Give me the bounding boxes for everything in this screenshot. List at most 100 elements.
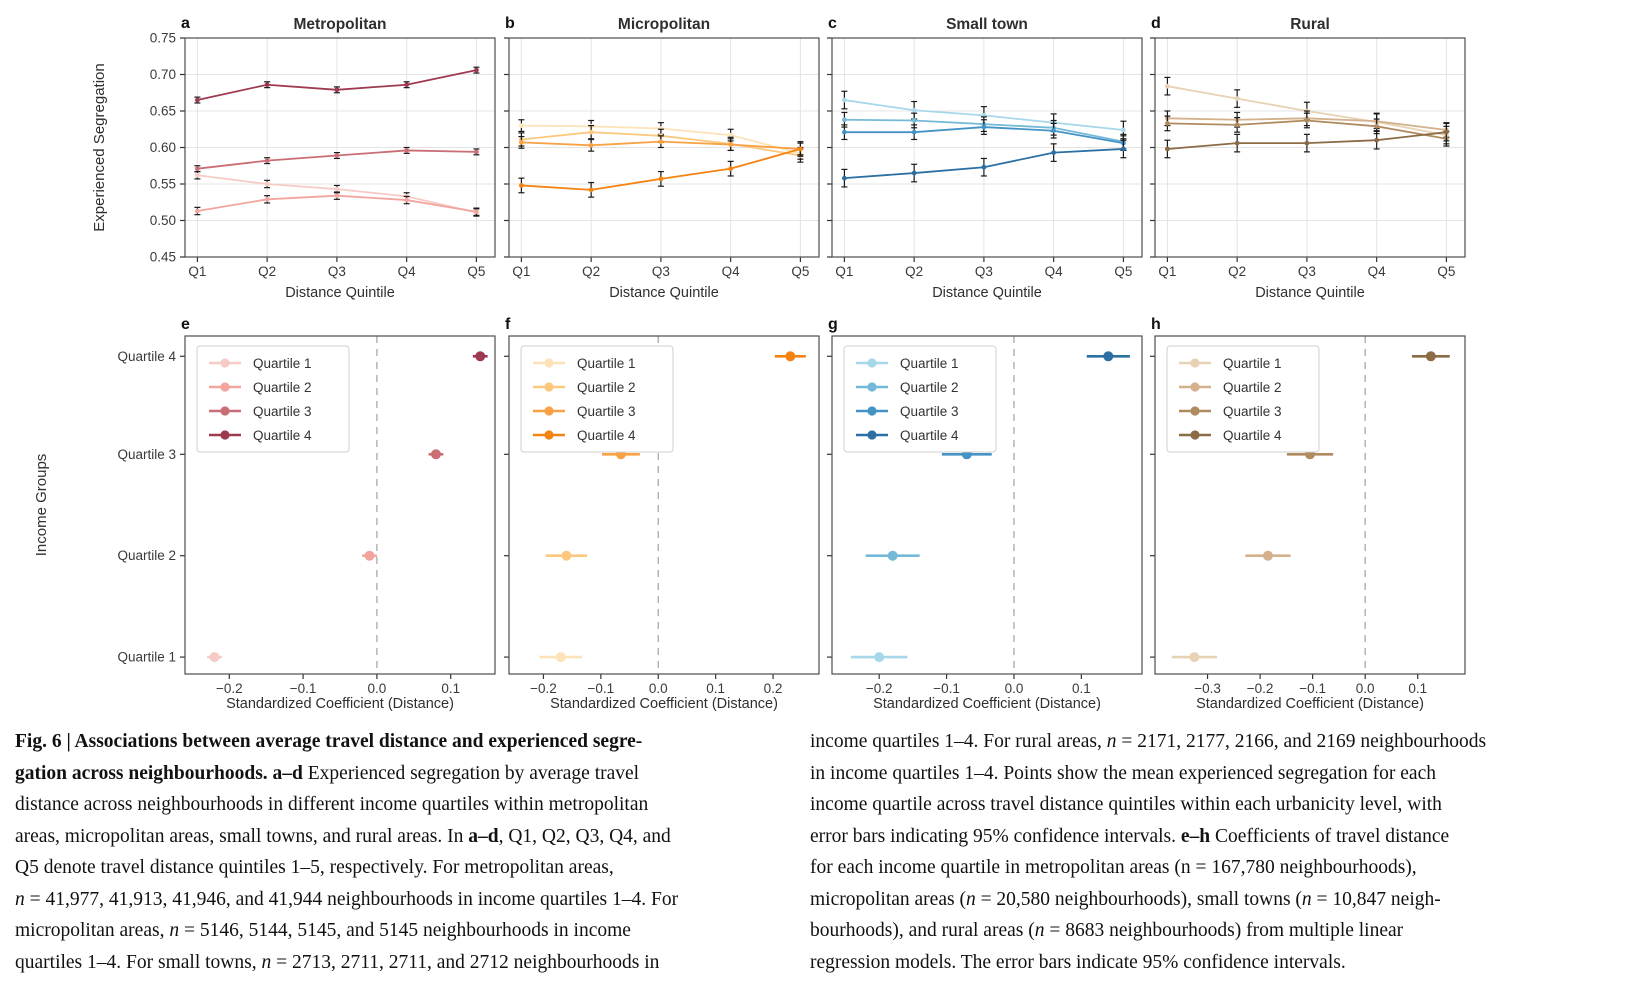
coef-quartile-4 (472, 351, 488, 362)
caption-column-right: income quartiles 1–4. For rural areas, n… (810, 726, 1610, 978)
panel-c-chart: Q1 Q2 Q3 Q4 Q5 Small town c Distance Quintile (827, 15, 1143, 301)
svg-text:Quartile 4: Quartile 4 (900, 428, 959, 443)
coef-quartile-2 (1245, 550, 1291, 561)
coef-quartile-3 (428, 449, 444, 460)
svg-text:Quartile 2: Quartile 2 (253, 380, 312, 395)
svg-text:Quartile 3: Quartile 3 (253, 404, 312, 419)
svg-text:Quartile 1: Quartile 1 (1223, 356, 1282, 371)
svg-text:−0.2: −0.2 (216, 681, 243, 696)
svg-text:f: f (505, 316, 511, 333)
svg-text:Quartile 1: Quartile 1 (117, 650, 176, 665)
svg-text:Q4: Q4 (398, 264, 417, 279)
caption-line: regression models. The error bars indica… (810, 951, 1346, 973)
coefficient-charts-row: Quartile 1 Quartile 2 Quartile 3 Quartile 4… (0, 316, 1633, 712)
svg-text:Quartile 3: Quartile 3 (1223, 404, 1282, 419)
coef-quartile-1 (207, 652, 222, 663)
svg-text:Q4: Q4 (722, 264, 741, 279)
svg-text:Q2: Q2 (905, 264, 923, 279)
svg-text:Quartile 1: Quartile 1 (900, 356, 959, 371)
svg-text:0.0: 0.0 (1005, 681, 1024, 696)
svg-text:Q2: Q2 (258, 264, 276, 279)
caption-line: micropolitan areas (n = 20,580 neighbour… (810, 888, 1441, 910)
caption-column-left: Fig. 6 | Associations between average tr… (15, 726, 775, 978)
coef-quartile-2 (865, 550, 920, 561)
svg-text:Quartile 2: Quartile 2 (577, 380, 636, 395)
svg-text:Q1: Q1 (512, 264, 530, 279)
svg-text:Distance Quintile: Distance Quintile (1255, 285, 1365, 301)
svg-text:0.55: 0.55 (150, 177, 176, 192)
svg-text:0.1: 0.1 (441, 681, 460, 696)
panel-a-chart: 0.45 0.50 0.55 0.60 0.65 0.70 0.75 Q1 Q2 Q3 Q4 Q5 Me… (91, 15, 496, 301)
svg-text:0.70: 0.70 (150, 67, 176, 82)
svg-text:Q4: Q4 (1368, 264, 1387, 279)
caption-line: areas, micropolitan areas, small towns, … (15, 825, 671, 847)
svg-text:Experienced Segregation: Experienced Segregation (91, 63, 108, 231)
legend: Quartile 1 Quartile 2 Quartile 3 Quartile 4 (843, 345, 997, 453)
svg-text:−0.1: −0.1 (1299, 681, 1326, 696)
legend: Quartile 1 Quartile 2 Quartile 3 Quartile 4 (1166, 345, 1320, 453)
svg-text:Rural: Rural (1290, 16, 1330, 33)
svg-text:Small town: Small town (946, 16, 1028, 33)
caption-line: for each income quartile in metropolitan… (810, 857, 1417, 878)
panel-b-chart: Q1 Q2 Q3 Q4 Q5 Micropolitan b Distance Quintile (504, 15, 820, 301)
svg-text:a: a (181, 15, 190, 32)
svg-text:Q4: Q4 (1045, 264, 1064, 279)
caption-line: Fig. 6 | Associations between average tr… (15, 731, 643, 752)
coef-quartile-1 (539, 652, 582, 663)
caption-line: micropolitan areas, n = 5146, 5144, 5145… (15, 920, 631, 941)
svg-text:0.1: 0.1 (706, 681, 725, 696)
svg-text:Income Groups: Income Groups (33, 454, 50, 557)
svg-text:Quartile 1: Quartile 1 (253, 356, 312, 371)
series-quartile-2 (194, 191, 480, 216)
svg-text:Micropolitan: Micropolitan (618, 16, 710, 33)
svg-text:Metropolitan: Metropolitan (294, 16, 387, 33)
svg-text:Q3: Q3 (975, 264, 993, 279)
svg-text:−0.1: −0.1 (933, 681, 960, 696)
svg-text:Distance Quintile: Distance Quintile (285, 285, 395, 301)
series-quartile-3 (194, 146, 480, 173)
caption-line: in income quartiles 1–4. Points show the… (810, 762, 1436, 784)
svg-text:Quartile 4: Quartile 4 (577, 428, 636, 443)
svg-text:Q3: Q3 (652, 264, 670, 279)
svg-text:Q1: Q1 (188, 264, 206, 279)
svg-text:Standardized Coefficient (Dist: Standardized Coefficient (Distance) (226, 696, 454, 712)
svg-text:Quartile 2: Quartile 2 (900, 380, 959, 395)
svg-text:e: e (181, 316, 190, 333)
series-quartile-4 (194, 66, 480, 104)
svg-text:g: g (828, 316, 838, 333)
svg-text:Q2: Q2 (582, 264, 600, 279)
caption-line: income quartiles 1–4. For rural areas, n… (810, 731, 1487, 752)
svg-text:−0.2: −0.2 (1247, 681, 1274, 696)
caption-line: gation across neighbourhoods. a–d Experi… (15, 762, 640, 784)
svg-text:0.0: 0.0 (368, 681, 387, 696)
coef-quartile-4 (774, 351, 806, 362)
line-charts-row: 0.45 0.50 0.55 0.60 0.65 0.70 0.75 Q1 Q2 Q3 Q4 Q5 Me… (0, 8, 1633, 308)
coef-quartile-2 (545, 550, 588, 561)
svg-text:Quartile 2: Quartile 2 (117, 548, 176, 563)
svg-text:0.65: 0.65 (150, 104, 176, 119)
legend: Quartile 1 Quartile 2 Quartile 3 Quartile 4 (196, 345, 350, 453)
svg-text:Distance Quintile: Distance Quintile (932, 285, 1042, 301)
coef-quartile-4 (1411, 351, 1450, 362)
panel-d-chart: Q1 Q2 Q3 Q4 Q5 Rural d Distance Quintile (1150, 15, 1466, 301)
caption-line: distance across neighbourhoods in differ… (15, 794, 649, 815)
svg-text:Q5: Q5 (1114, 264, 1132, 279)
svg-text:Quartile 4: Quartile 4 (253, 428, 312, 443)
svg-text:0.1: 0.1 (1072, 681, 1091, 696)
coef-quartile-1 (1171, 652, 1217, 663)
svg-text:−0.1: −0.1 (588, 681, 615, 696)
svg-text:Quartile 4: Quartile 4 (117, 349, 176, 364)
caption-line: error bars indicating 95% confidence int… (810, 825, 1450, 847)
series-quartile-4 (518, 141, 804, 198)
svg-text:Q5: Q5 (467, 264, 485, 279)
svg-text:Standardized Coefficient (Dist: Standardized Coefficient (Distance) (1196, 696, 1424, 712)
panel-e-chart: Quartile 1 Quartile 2 Quartile 3 Quartile 4… (33, 316, 496, 712)
coef-quartile-4 (1086, 351, 1130, 362)
svg-text:0.50: 0.50 (150, 213, 176, 228)
svg-text:−0.1: −0.1 (290, 681, 317, 696)
figure-caption: Fig. 6 | Associations between average tr… (0, 726, 1633, 978)
svg-text:−0.2: −0.2 (530, 681, 557, 696)
